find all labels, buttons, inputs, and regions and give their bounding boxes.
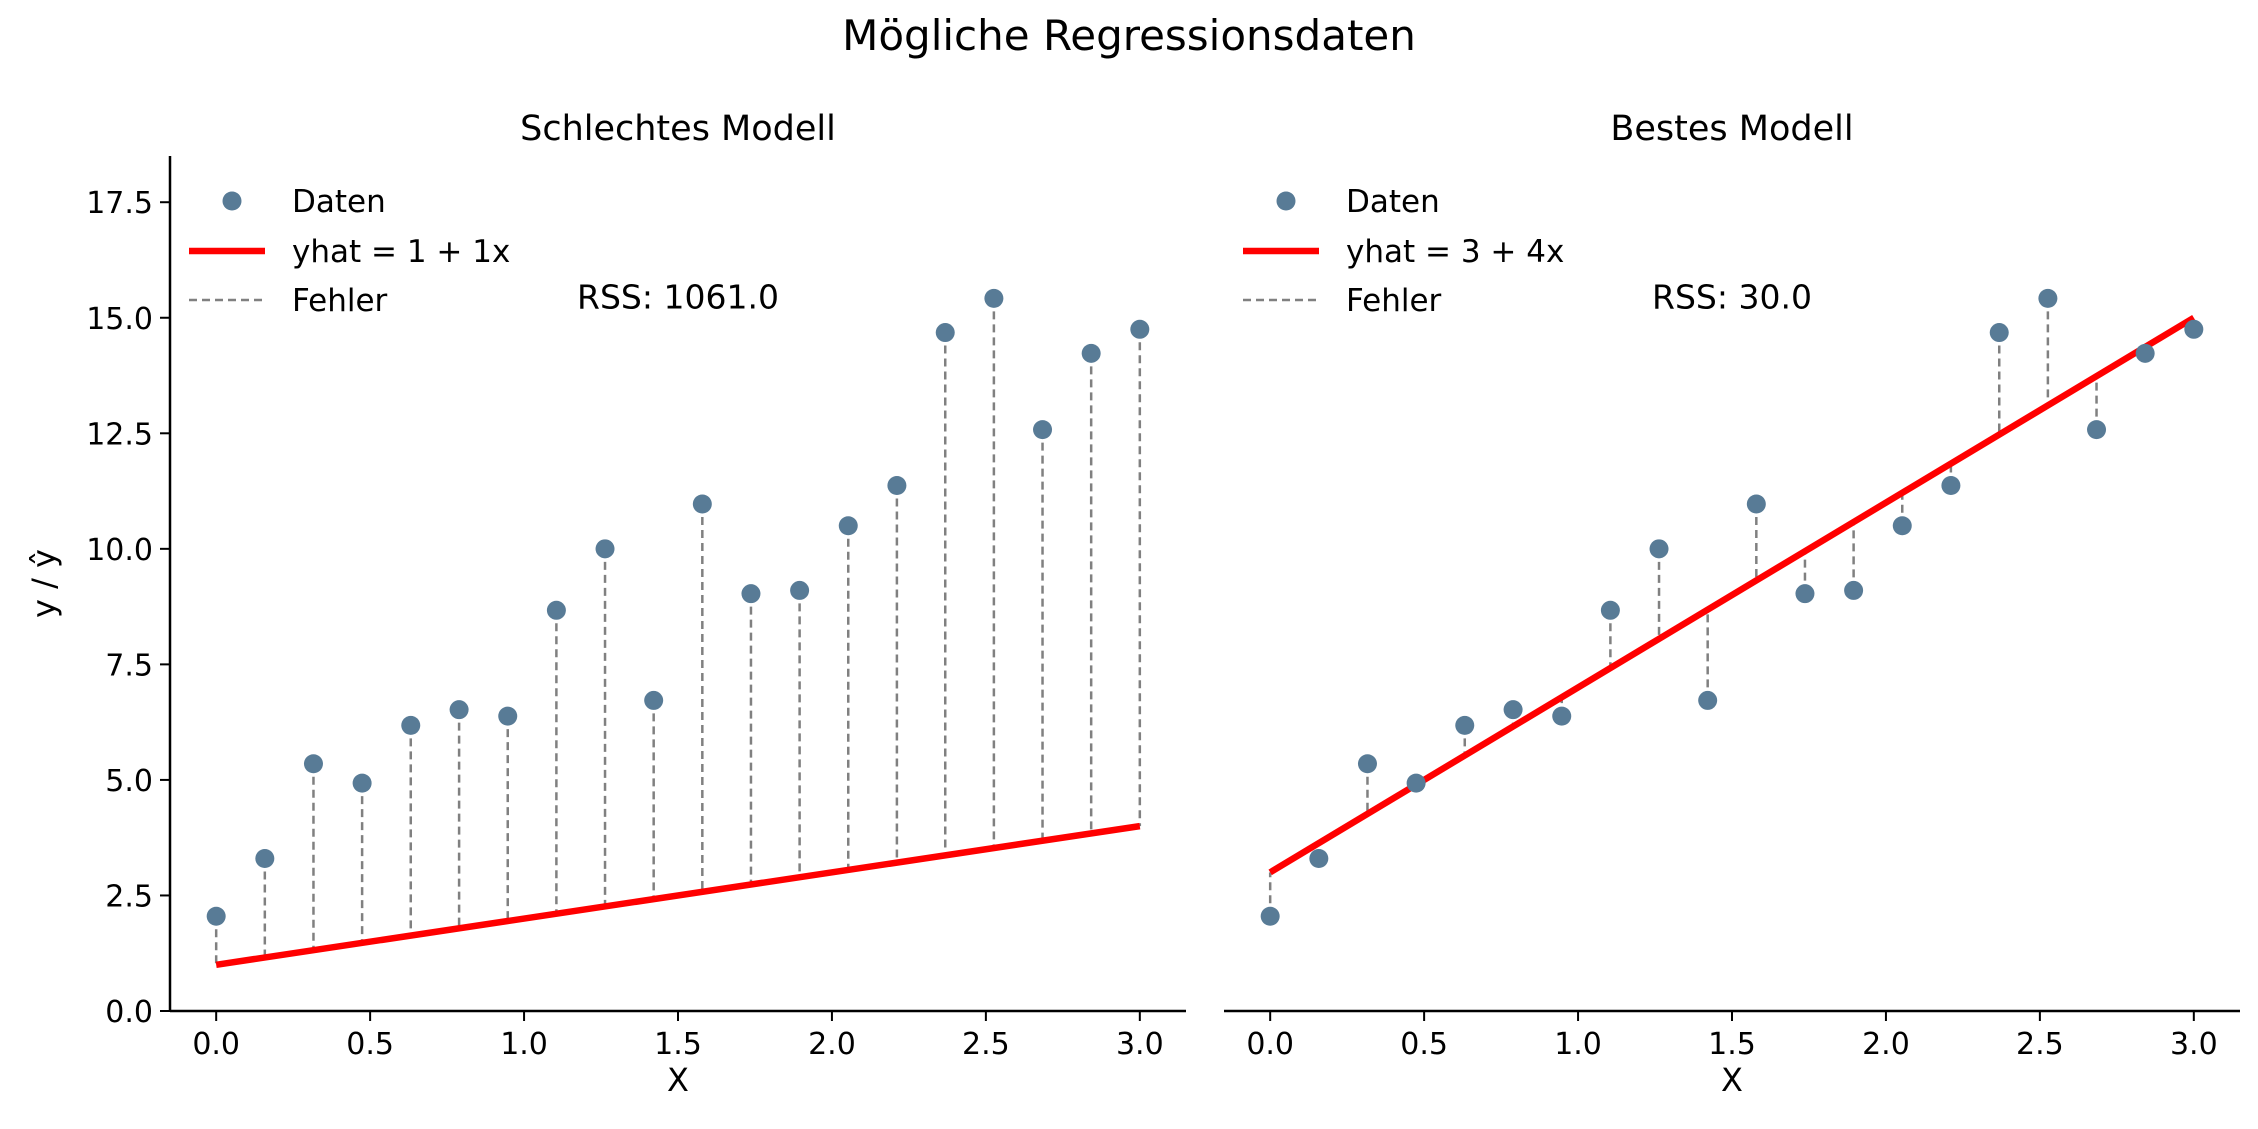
panel-title: Schlechtes Modell <box>520 109 836 149</box>
legend-marker-points <box>1276 191 1296 211</box>
data-point <box>206 906 226 926</box>
data-point <box>255 848 275 868</box>
data-point <box>1503 700 1523 720</box>
x-tick-label: 0.0 <box>192 1027 240 1062</box>
x-tick-label: 0.0 <box>1246 1027 1294 1062</box>
y-axis-label: y / ŷ <box>25 549 63 618</box>
rss-annotation: RSS: 30.0 <box>1652 278 1812 317</box>
y-tick-label: 2.5 <box>105 879 153 914</box>
x-tick-label: 1.5 <box>654 1027 702 1062</box>
data-point <box>984 288 1004 308</box>
data-point <box>449 700 469 720</box>
fit-line <box>215 822 1141 968</box>
data-point <box>1033 420 1053 440</box>
data-point <box>2087 420 2107 440</box>
y-tick-label: 7.5 <box>105 648 153 683</box>
x-axis-label: X <box>1721 1061 1743 1099</box>
data-point <box>1406 773 1426 793</box>
y-tick-label: 10.0 <box>86 533 153 568</box>
data-point <box>1357 754 1377 774</box>
rss-annotation: RSS: 1061.0 <box>577 278 779 317</box>
data-point <box>741 584 761 604</box>
x-tick-label: 2.0 <box>808 1027 856 1062</box>
x-tick-label: 2.5 <box>962 1027 1010 1062</box>
data-point <box>1309 848 1329 868</box>
data-point <box>790 580 810 600</box>
legend-label-data: Daten <box>292 184 386 220</box>
data-point <box>401 715 421 735</box>
data-point <box>1600 600 1620 620</box>
data-point <box>303 754 323 774</box>
legend-label-errors: Fehler <box>1346 283 1442 319</box>
y-tick-label: 17.5 <box>86 186 153 221</box>
data-point <box>2038 288 2058 308</box>
x-axis-label: X <box>667 1061 689 1099</box>
x-tick-label: 2.5 <box>2016 1027 2064 1062</box>
data-point <box>1649 539 1669 559</box>
data-point <box>1260 906 1280 926</box>
data-point <box>1892 516 1912 536</box>
data-point <box>935 323 955 343</box>
y-tick-label: 12.5 <box>86 417 153 452</box>
legend-label-fit: yhat = 1 + 1x <box>292 234 510 270</box>
figure-title: Mögliche Regressionsdaten <box>842 11 1416 60</box>
y-tick-label: 0.0 <box>105 995 153 1030</box>
y-tick-label: 5.0 <box>105 764 153 799</box>
data-point <box>838 516 858 536</box>
data-point <box>546 600 566 620</box>
data-point <box>352 773 372 793</box>
panel-bad-model: 0.0 0.5 1.0 1.5 2.0 2.5 3.0 0.0 2.5 5.0 7.5 10.0 12.… <box>25 109 1186 1099</box>
data-point <box>1130 319 1150 339</box>
data-point <box>595 539 615 559</box>
panel-title: Bestes Modell <box>1610 109 1853 149</box>
data-point <box>2184 319 2204 339</box>
data-point <box>498 706 518 726</box>
legend-label-fit: yhat = 3 + 4x <box>1346 234 1564 270</box>
data-point <box>1698 690 1718 710</box>
legend-label-errors: Fehler <box>292 283 388 319</box>
data-point <box>692 494 712 514</box>
data-point <box>887 476 907 496</box>
legend-marker-points <box>222 191 242 211</box>
data-point <box>1795 584 1815 604</box>
data-point <box>2135 343 2155 363</box>
legend-label-data: Daten <box>1346 184 1440 220</box>
data-point <box>1455 715 1475 735</box>
data-point <box>1844 580 1864 600</box>
panel-best-model: 0.0 0.5 1.0 1.5 2.0 2.5 3.0 X Bestes Modell RSS: … <box>1224 109 2240 1099</box>
x-tick-label: 1.0 <box>1554 1027 1602 1062</box>
data-point <box>1941 476 1961 496</box>
y-tick-label: 15.0 <box>86 302 153 337</box>
x-tick-label: 0.5 <box>346 1027 394 1062</box>
data-point <box>1552 706 1572 726</box>
x-tick-label: 3.0 <box>1116 1027 1164 1062</box>
data-point <box>1989 323 2009 343</box>
x-tick-label: 1.0 <box>500 1027 548 1062</box>
x-tick-label: 3.0 <box>2170 1027 2218 1062</box>
x-tick-label: 0.5 <box>1400 1027 1448 1062</box>
data-point <box>1081 343 1101 363</box>
data-point <box>1746 494 1766 514</box>
x-tick-label: 1.5 <box>1708 1027 1756 1062</box>
x-tick-label: 2.0 <box>1862 1027 1910 1062</box>
data-point <box>644 690 664 710</box>
